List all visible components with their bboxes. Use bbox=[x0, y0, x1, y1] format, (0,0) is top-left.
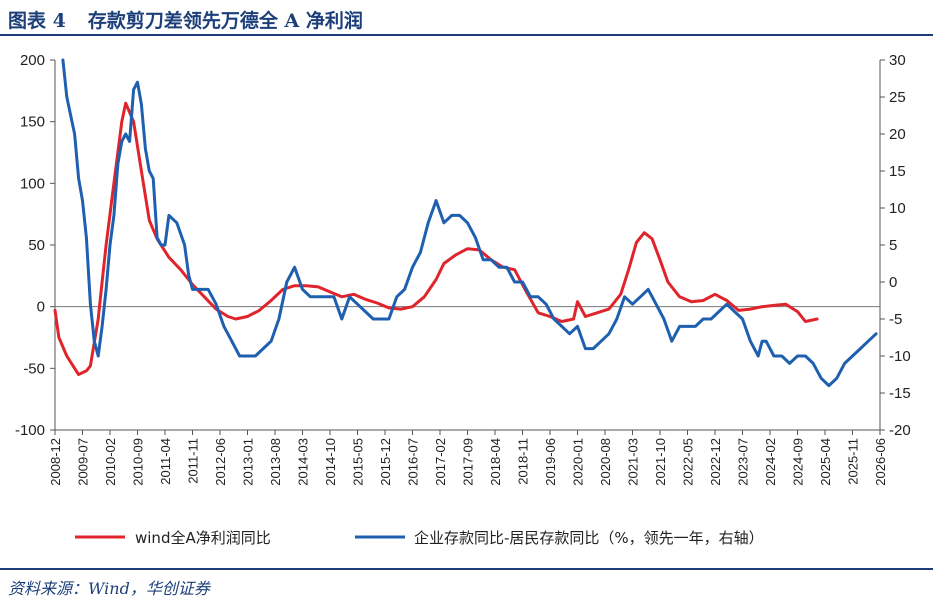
x-tick-label: 2016-07 bbox=[406, 438, 421, 486]
figure-title: 图表 4 存款剪刀差领先万德全 A 净利润 bbox=[8, 6, 363, 33]
series-group bbox=[53, 58, 878, 388]
x-tick-label: 2020-08 bbox=[598, 438, 613, 486]
right-y-tick-label: 5 bbox=[889, 237, 897, 254]
title-rule bbox=[0, 34, 933, 36]
x-tick-label: 2014-10 bbox=[323, 438, 338, 486]
x-tick-label: 2018-11 bbox=[516, 438, 531, 485]
left-y-tick-label: 200 bbox=[20, 52, 45, 69]
x-tick-label: 2026-06 bbox=[873, 438, 888, 486]
x-tick-label: 2013-01 bbox=[241, 438, 256, 486]
left-y-tick-label: -100 bbox=[15, 422, 45, 439]
left-y-tick-label: 100 bbox=[20, 175, 45, 192]
x-tick-label: 2012-06 bbox=[213, 438, 228, 486]
x-tick-label: 2008-12 bbox=[48, 438, 63, 486]
x-tick-label: 2017-02 bbox=[433, 438, 448, 486]
x-tick-label: 2011-11 bbox=[186, 438, 201, 484]
right-y-tick-label: -15 bbox=[889, 385, 911, 402]
x-tick-label: 2021-10 bbox=[653, 438, 668, 486]
x-tick-label: 2015-12 bbox=[378, 438, 393, 486]
x-tick-label: 2019-06 bbox=[543, 438, 558, 486]
legend-label-profit: wind全A净利润同比 bbox=[135, 529, 271, 547]
x-tick-label: 2011-04 bbox=[158, 438, 173, 485]
x-tick-label: 2022-05 bbox=[681, 438, 696, 486]
x-tick-label: 2025-04 bbox=[818, 438, 833, 486]
left-y-tick-label: 50 bbox=[28, 237, 45, 254]
figure-number: 图表 4 bbox=[8, 10, 66, 32]
x-tick-label: 2015-05 bbox=[351, 438, 366, 486]
right-y-tick-label: 25 bbox=[889, 89, 906, 106]
figure-title-text: 存款剪刀差领先万德全 A 净利润 bbox=[87, 10, 363, 32]
x-tick-label: 2010-09 bbox=[131, 438, 146, 486]
series-line-profit bbox=[53, 101, 819, 376]
series-line-deposit-gap bbox=[61, 58, 878, 388]
legend-label-deposit-gap: 企业存款同比-居民存款同比（%，领先一年，右轴） bbox=[414, 529, 764, 547]
footer-rule bbox=[0, 568, 933, 570]
right-y-tick-label: 30 bbox=[889, 52, 906, 69]
right-y-tick-label: 15 bbox=[889, 163, 906, 180]
right-y-tick-label: 20 bbox=[889, 126, 906, 143]
left-y-tick-label: 0 bbox=[37, 299, 45, 316]
right-y-tick-label: -20 bbox=[889, 422, 911, 439]
right-y-tick-label: 10 bbox=[889, 200, 906, 217]
left-y-tick-label: 150 bbox=[20, 114, 45, 131]
chart-svg: -100-50050100150200-20-15-10-50510152025… bbox=[15, 52, 911, 547]
x-tick-label: 2018-04 bbox=[488, 438, 503, 486]
x-tick-label: 2021-03 bbox=[626, 438, 641, 486]
x-tick-label: 2010-02 bbox=[103, 438, 118, 486]
right-y-tick-label: -10 bbox=[889, 348, 911, 365]
x-tick-label: 2014-03 bbox=[296, 438, 311, 486]
x-tick-label: 2024-02 bbox=[763, 438, 778, 486]
left-y-tick-label: -50 bbox=[23, 360, 45, 377]
x-tick-label: 2023-07 bbox=[736, 438, 751, 486]
right-y-tick-label: 0 bbox=[889, 274, 897, 291]
right-y-tick-label: -5 bbox=[889, 311, 902, 328]
x-tick-label: 2020-01 bbox=[571, 438, 586, 486]
x-tick-label: 2017-09 bbox=[461, 438, 476, 486]
x-tick-label: 2025-11 bbox=[846, 438, 861, 485]
x-tick-label: 2013-08 bbox=[268, 438, 283, 486]
legend: wind全A净利润同比 企业存款同比-居民存款同比（%，领先一年，右轴） bbox=[75, 529, 764, 547]
axes-group: -100-50050100150200-20-15-10-50510152025… bbox=[15, 52, 911, 486]
x-tick-label: 2022-12 bbox=[708, 438, 723, 486]
x-tick-label: 2009-07 bbox=[76, 438, 91, 486]
source-note: 资料来源：Wind，华创证券 bbox=[8, 579, 210, 598]
x-tick-label: 2024-09 bbox=[791, 438, 806, 486]
